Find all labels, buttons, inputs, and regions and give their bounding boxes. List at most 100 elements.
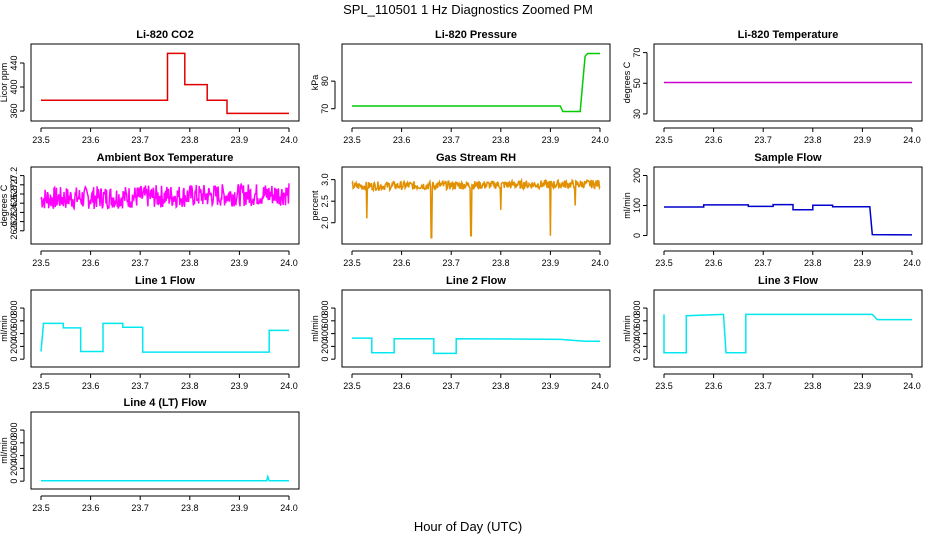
x-tick-label: 23.8 [181, 258, 199, 268]
panel-line4: Line 4 (LT) Flow 23.5 23.6 23.7 23.8 23.9 24.0… [0, 397, 300, 513]
panel-temperature: Li-820 Temperature 23.5 23.6 23.7 23.8 23.9 24… [622, 29, 923, 145]
x-tick-label: 23.6 [705, 381, 723, 391]
x-tick-label: 23.6 [393, 135, 411, 145]
y-tick-label: 800 [320, 301, 330, 316]
x-tick-label: 23.9 [542, 381, 560, 391]
panel-title: Li-820 Temperature [738, 29, 839, 41]
y-axis-label: ml/min [0, 315, 9, 342]
y-axis-label: degrees C [0, 184, 9, 226]
y-tick-label: 50 [632, 78, 642, 88]
y-tick-label: 200 [632, 168, 642, 183]
x-tick-label: 23.9 [542, 258, 560, 268]
y-axis-label: percent [310, 190, 320, 221]
y-tick-label: 600 [9, 313, 19, 328]
panel-title: Gas Stream RH [436, 152, 516, 164]
series-line-line3 [663, 313, 912, 354]
x-tick-label: 23.5 [32, 381, 50, 391]
x-tick-label: 24.0 [280, 503, 298, 513]
panel-rh: Gas Stream RH 23.5 23.6 23.7 23.8 23.9 24.0 2.0… [310, 152, 611, 268]
panel-sampleflow: Sample Flow 23.5 23.6 23.7 23.8 23.9 24.0 0 100 2… [622, 152, 923, 268]
x-tick-label: 24.0 [591, 135, 609, 145]
y-tick-label: 400 [320, 326, 330, 341]
y-tick-label: 0 [320, 357, 330, 362]
x-tick-label: 23.5 [343, 135, 361, 145]
plot-frame [653, 43, 923, 122]
panel-title: Line 4 (LT) Flow [124, 397, 207, 409]
x-tick-label: 23.7 [442, 258, 460, 268]
y-tick-label: 360 [9, 103, 19, 118]
x-tick-label: 23.7 [754, 381, 772, 391]
panel-title: Ambient Box Temperature [97, 152, 234, 164]
x-tick-label: 23.5 [655, 135, 673, 145]
series-line-boxtemp [40, 183, 290, 211]
y-tick-label: 26.6 [9, 194, 19, 212]
x-tick-label: 23.5 [32, 503, 50, 513]
series-line-line2 [352, 337, 600, 355]
panel-boxtemp: Ambient Box Temperature 23.5 23.6 23.7 23.8 2… [0, 152, 300, 268]
x-tick-label: 24.0 [903, 135, 921, 145]
y-tick-label: 440 [9, 55, 19, 70]
panel-title: Line 3 Flow [758, 275, 818, 287]
plot-frame [653, 166, 923, 245]
x-tick-label: 24.0 [280, 135, 298, 145]
y-axis-label: ml/min [0, 437, 9, 464]
x-tick-label: 24.0 [591, 381, 609, 391]
plot-frame [30, 43, 300, 122]
x-tick-label: 23.8 [492, 258, 510, 268]
y-tick-label: 800 [9, 423, 19, 438]
x-tick-label: 23.8 [492, 135, 510, 145]
x-tick-label: 23.7 [442, 381, 460, 391]
x-tick-label: 23.5 [343, 381, 361, 391]
series-line-line1 [40, 322, 289, 353]
y-tick-label: 0 [632, 357, 642, 362]
x-tick-label: 24.0 [280, 258, 298, 268]
y-tick-label: 0 [9, 479, 19, 484]
x-tick-label: 23.8 [181, 503, 199, 513]
y-axis-label: kPa [310, 75, 320, 91]
y-tick-label: 400 [9, 79, 19, 94]
y-tick-label: 26.0 [9, 222, 19, 240]
y-tick-label: 200 [320, 339, 330, 354]
x-tick-label: 23.6 [705, 258, 723, 268]
figure-title: SPL_110501 1 Hz Diagnostics Zoomed PM [343, 2, 593, 17]
series-line-rh [351, 177, 601, 239]
series-line-pressure [352, 52, 600, 113]
plot-frame [30, 411, 300, 490]
y-tick-label: 70 [320, 104, 330, 114]
y-tick-label: 0 [632, 233, 642, 238]
x-tick-label: 24.0 [591, 258, 609, 268]
x-tick-label: 23.9 [542, 135, 560, 145]
x-tick-label: 23.6 [82, 381, 100, 391]
y-tick-label: 400 [9, 448, 19, 463]
x-tick-label: 23.6 [82, 503, 100, 513]
y-tick-label: 3.0 [320, 173, 330, 186]
series-line-sampleflow [664, 203, 913, 236]
x-tick-label: 23.8 [492, 381, 510, 391]
y-tick-label: 26.8 [9, 185, 19, 203]
panel-line1: Line 1 Flow 23.5 23.6 23.7 23.8 23.9 24.0 0 2004… [0, 275, 300, 391]
y-tick-label: 200 [9, 461, 19, 476]
plot-frame [30, 289, 300, 368]
x-tick-label: 23.5 [655, 258, 673, 268]
x-tick-label: 23.8 [804, 135, 822, 145]
y-tick-label: 2.5 [320, 195, 330, 208]
plot-frame [653, 289, 923, 368]
x-tick-label: 23.7 [442, 135, 460, 145]
y-tick-label: 2.0 [320, 216, 330, 229]
panel-title: Sample Flow [754, 152, 822, 164]
panel-title: Li-820 Pressure [435, 29, 517, 41]
plot-frame [30, 166, 300, 245]
y-tick-label: 600 [320, 313, 330, 328]
x-tick-label: 23.9 [854, 258, 872, 268]
panel-line3: Line 3 Flow 23.5 23.6 23.7 23.8 23.9 24.0 0 2004… [622, 275, 923, 391]
y-tick-label: 0 [9, 357, 19, 362]
plot-frame [341, 289, 611, 368]
x-tick-label: 23.5 [32, 258, 50, 268]
x-tick-label: 23.7 [754, 135, 772, 145]
panel-title: Line 2 Flow [446, 275, 506, 287]
x-tick-label: 23.8 [804, 258, 822, 268]
plot-frame [341, 166, 611, 245]
x-tick-label: 23.9 [231, 503, 249, 513]
x-tick-label: 23.9 [231, 258, 249, 268]
